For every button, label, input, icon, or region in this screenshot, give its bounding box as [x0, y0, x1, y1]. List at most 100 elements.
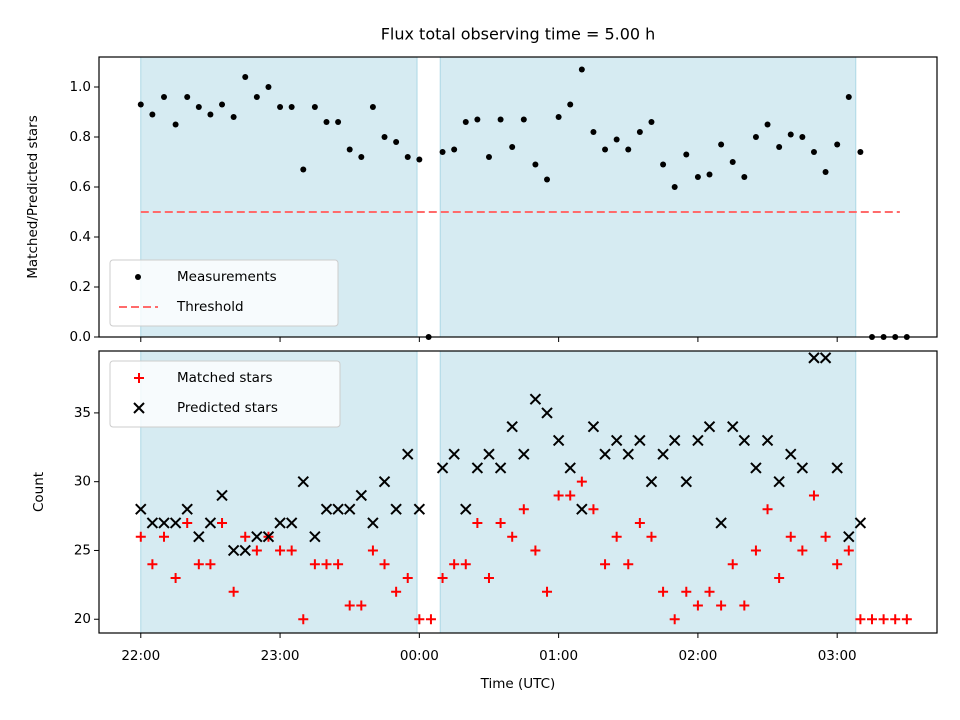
matched-star-point	[542, 586, 553, 597]
measurement-point	[497, 116, 504, 123]
measurement-point	[242, 74, 249, 80]
measurement-point	[787, 131, 794, 138]
measurement-point	[288, 104, 295, 110]
matched-star-point	[867, 614, 878, 625]
predicted-star-point	[355, 489, 368, 502]
predicted-star-point	[506, 420, 518, 433]
measurement-point	[648, 119, 655, 125]
matched-star-point	[832, 559, 843, 570]
measurement-point	[520, 116, 527, 123]
predicted-star-point	[251, 530, 263, 543]
matched-star-point	[449, 559, 460, 570]
predicted-star-point	[785, 448, 797, 460]
measurement-point	[822, 169, 829, 175]
matched-star-point	[785, 531, 796, 542]
measurement-point	[149, 111, 156, 118]
matched-star-point	[600, 559, 611, 570]
y-tick-label: 0.4	[70, 229, 91, 245]
measurement-point	[660, 161, 667, 168]
measurement-point	[393, 139, 400, 145]
measurement-point	[799, 134, 806, 140]
y-tick-label: 0.6	[70, 179, 91, 195]
x-tick-label: 02:00	[678, 648, 717, 664]
observing-window-layer	[140, 56, 857, 634]
measurement-point	[404, 154, 411, 160]
matched-star-point	[820, 531, 831, 542]
matched-star-point	[402, 572, 413, 583]
predicted-star-point	[703, 420, 716, 433]
predicted-star-point	[622, 448, 634, 460]
predicted-star-point	[692, 434, 704, 447]
predicted-star-point	[297, 475, 309, 488]
measurement-point	[474, 116, 481, 123]
matched-star-point	[356, 600, 367, 611]
matched-star-point	[414, 614, 425, 625]
predicted-star-point	[518, 448, 530, 460]
predicted-star-point	[413, 503, 426, 515]
predicted-star-point	[831, 462, 843, 474]
measurement-point	[207, 111, 214, 118]
matched-star-point	[309, 559, 320, 570]
matched-star-point	[483, 572, 494, 583]
measurement-point	[752, 134, 759, 140]
measurement-point	[323, 119, 330, 125]
matched-star-point	[669, 614, 680, 625]
x-tick-label: 03:00	[818, 648, 857, 664]
matched-star-point	[588, 504, 599, 515]
y-tick-label: 0.8	[70, 129, 91, 145]
predicted-star-point	[193, 530, 205, 543]
matched-star-point	[901, 614, 912, 625]
predicted-star-point	[436, 462, 449, 474]
measurement-point	[451, 146, 458, 153]
y-axis-label: Count	[31, 472, 47, 512]
matched-star-point	[286, 545, 297, 556]
predicted-star-point	[216, 489, 228, 502]
matched-star-point	[507, 531, 518, 542]
matched-star-point	[240, 531, 251, 542]
x-tick-label: 00:00	[400, 648, 439, 664]
predicted-star-point	[343, 503, 356, 515]
y-axis-label: Matched/Predicted stars	[25, 115, 41, 278]
measurement-point	[195, 104, 202, 110]
predicted-star-point	[668, 434, 681, 447]
matched-star-point	[182, 517, 193, 528]
predicted-star-point	[367, 517, 379, 529]
predicted-star-point	[657, 448, 669, 460]
predicted-star-point	[541, 407, 553, 419]
legend-swatch-measurements	[135, 274, 141, 280]
matched-star-point	[275, 545, 286, 556]
predicted-star-point	[819, 352, 832, 364]
measurement-point	[253, 94, 260, 100]
predicted-star-point	[285, 517, 298, 529]
predicted-star-point	[564, 462, 576, 474]
predicted-star-point	[796, 462, 809, 474]
measurement-point	[602, 146, 609, 153]
measurement-point	[311, 104, 318, 110]
measurement-point	[590, 129, 597, 135]
measurement-point	[300, 166, 307, 173]
y-tick-label: 30	[74, 474, 91, 490]
predicted-star-point	[227, 544, 240, 557]
measurement-point	[172, 121, 179, 128]
matched-star-point	[797, 545, 808, 556]
measurement-point	[555, 114, 562, 120]
matched-star-point	[681, 586, 692, 597]
predicted-star-point	[169, 517, 182, 529]
y-tick-label: 0.2	[70, 279, 91, 295]
matched-star-point	[576, 476, 587, 487]
measurement-point	[277, 104, 284, 110]
predicted-star-point	[750, 462, 762, 474]
predicted-star-point	[483, 448, 495, 460]
predicted-star-point	[262, 530, 275, 543]
predicted-star-point	[854, 517, 867, 529]
legend-label: Matched stars	[177, 370, 273, 386]
measurement-point	[694, 174, 701, 180]
matched-star-point	[808, 490, 819, 501]
y-tick-label: 0.0	[70, 329, 91, 345]
matched-star-point	[333, 559, 344, 570]
measurement-point	[509, 144, 516, 150]
legend-label: Threshold	[176, 299, 244, 315]
predicted-star-point	[738, 434, 751, 447]
predicted-star-point	[460, 503, 472, 515]
predicted-star-point	[390, 503, 402, 515]
